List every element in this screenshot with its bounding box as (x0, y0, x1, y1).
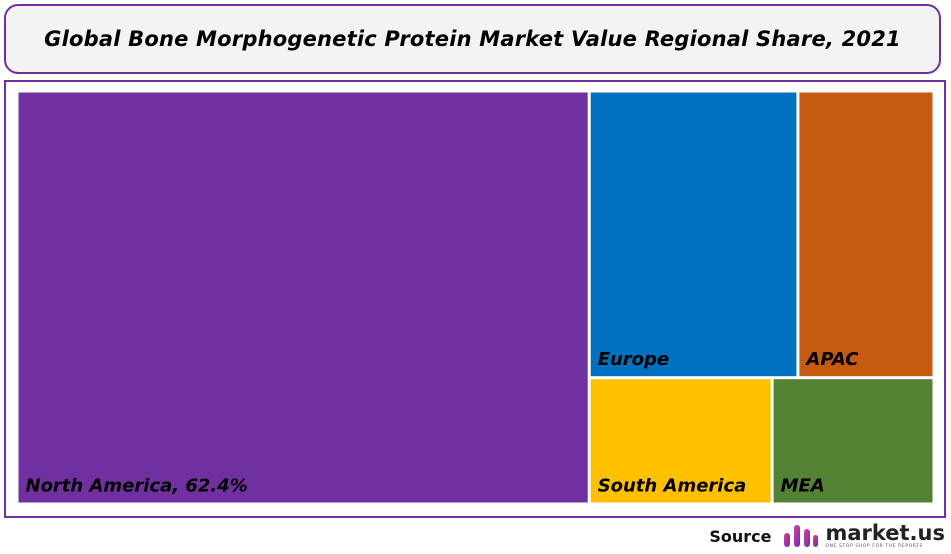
treemap-tile-europe (590, 92, 797, 377)
treemap-tile-apac (799, 92, 933, 377)
treemap-label-mea: MEA (781, 476, 825, 497)
treemap-label-south-america: South America (598, 476, 747, 497)
brand-name: market.us (825, 520, 945, 545)
treemap-label-apac: APAC (804, 349, 859, 370)
treemap-chart: North America, 62.4% Europe APAC South Amer… (18, 92, 933, 503)
source-label: Source (709, 526, 772, 546)
chart-title: Global Bone Morphogenetic Protein Market… (44, 27, 901, 51)
treemap-frame: North America, 62.4% Europe APAC South Amer… (4, 80, 946, 518)
source-attribution: Source market.us ONE STOP SHOP FOR THE R… (709, 520, 945, 552)
treemap-label-north-america: North America, 62.4% (26, 476, 248, 497)
market-us-logo-icon (784, 525, 819, 547)
treemap-tile-north-america (18, 92, 588, 503)
treemap-label-europe: Europe (598, 349, 669, 370)
brand-logo: market.us ONE STOP SHOP FOR THE REPORTS (781, 521, 945, 551)
brand-tagline: ONE STOP SHOP FOR THE REPORTS (825, 543, 923, 549)
treemap-tile-south-america (590, 379, 771, 503)
chart-title-box: Global Bone Morphogenetic Protein Market… (4, 4, 941, 74)
treemap-tile-mea (773, 379, 933, 503)
